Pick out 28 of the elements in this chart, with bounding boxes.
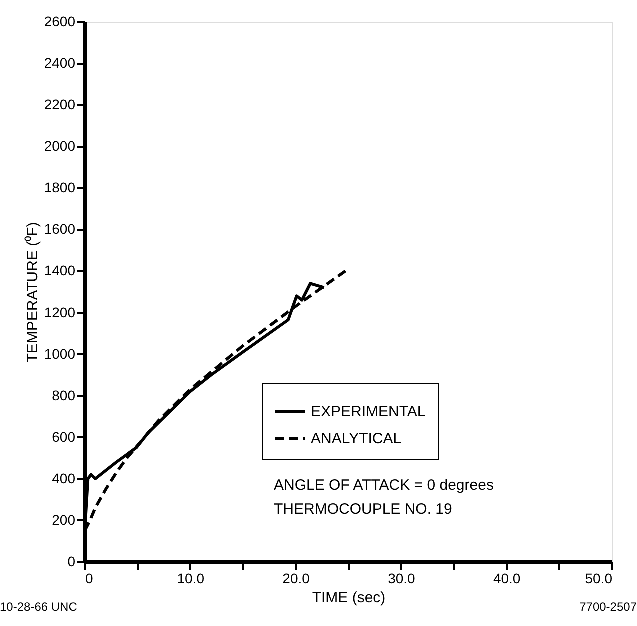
y-tick-label: 1800 <box>44 180 76 196</box>
x-tick-label: 30.0 <box>388 570 416 586</box>
y-tick-label: 1000 <box>44 346 76 362</box>
annotation: ANGLE OF ATTACK = 0 degrees <box>274 477 494 494</box>
y-tick-label: 600 <box>52 428 76 445</box>
text: 7700-2507 <box>580 600 637 614</box>
y-tick-label: 0 <box>68 554 76 570</box>
text: 10-28-66 UNC <box>0 600 78 614</box>
legend-label: ANALYTICAL <box>311 430 402 448</box>
y-tick-label: 1400 <box>44 262 76 279</box>
y-tick-label: 1600 <box>44 221 76 238</box>
legend-label: EXPERIMENTAL <box>311 404 426 420</box>
x-tick-label: 50.0 <box>585 570 613 586</box>
y-tick-label: 2000 <box>44 138 76 154</box>
y-tick-label: 400 <box>52 470 76 486</box>
y-tick-label: 2400 <box>44 55 76 72</box>
x-axis-title: TIME (sec) <box>312 590 386 606</box>
y-axis-title: TEMPERATURE (⁰F) <box>24 222 42 363</box>
x-tick-label: 10.0 <box>177 570 205 586</box>
y-tick-label: 200 <box>52 512 76 528</box>
y-tick-label: 2200 <box>44 96 76 113</box>
y-tick-label: 2600 <box>44 14 76 30</box>
x-tick-label: 0 <box>86 570 94 586</box>
y-tick-label: 1200 <box>44 304 76 320</box>
x-tick-label: 20.0 <box>282 570 310 586</box>
x-tick-label: 40.0 <box>493 570 521 586</box>
annotation: THERMOCOUPLE NO. 19 <box>274 501 452 518</box>
y-tick-label: 800 <box>52 387 76 404</box>
